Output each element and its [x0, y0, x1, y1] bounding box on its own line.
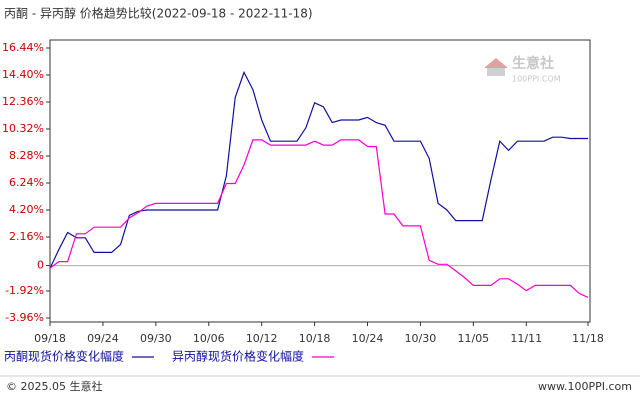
- x-tick-label: 10/30: [405, 332, 437, 345]
- y-tick-label: 8.28%: [9, 149, 44, 162]
- y-tick-label: 2.16%: [9, 230, 44, 243]
- y-tick-label: 16.44%: [2, 41, 44, 54]
- watermark-name: 生意社: [512, 55, 554, 72]
- y-tick-label: -1.92%: [5, 284, 44, 297]
- x-tick-label: 09/18: [34, 332, 66, 345]
- x-tick-label: 10/06: [193, 332, 225, 345]
- x-tick-label: 09/24: [87, 332, 119, 345]
- x-tick-label: 10/12: [246, 332, 278, 345]
- y-tick-label: -3.96%: [5, 311, 44, 324]
- series-line: [49, 70, 588, 269]
- x-tick-label: 11/18: [572, 332, 604, 345]
- logo-body: [487, 68, 505, 76]
- watermark: 生意社 100PPI.COM: [484, 55, 561, 84]
- watermark-site: 100PPI.COM: [512, 75, 561, 84]
- logo-roof: [484, 58, 508, 68]
- y-tick-label: 0: [37, 259, 44, 272]
- footer-site: www.100PPI.com: [538, 380, 632, 393]
- y-tick-label: 10.32%: [2, 122, 44, 135]
- footer-copyright: © 2025.05 生意社: [6, 379, 102, 393]
- y-tick-label: 14.40%: [2, 68, 44, 81]
- y-tick-label: 6.24%: [9, 176, 44, 189]
- chart-title: 丙酮 - 异丙醇 价格趋势比较(2022-09-18 - 2022-11-18): [4, 6, 313, 21]
- legend-label: 异丙醇现货价格变化幅度: [172, 349, 304, 364]
- plot-frame: [49, 39, 591, 323]
- x-tick-label: 10/18: [299, 332, 331, 345]
- x-tick-label: 09/30: [140, 332, 172, 345]
- y-tick-label: 12.36%: [2, 95, 44, 108]
- y-tick-label: 4.20%: [9, 203, 44, 216]
- legend-label: 丙酮现货价格变化幅度: [4, 349, 124, 364]
- series-line: [49, 139, 589, 298]
- x-tick-label: 11/05: [457, 332, 489, 345]
- x-tick-label: 11/11: [510, 332, 542, 345]
- x-tick-label: 10/24: [352, 332, 384, 345]
